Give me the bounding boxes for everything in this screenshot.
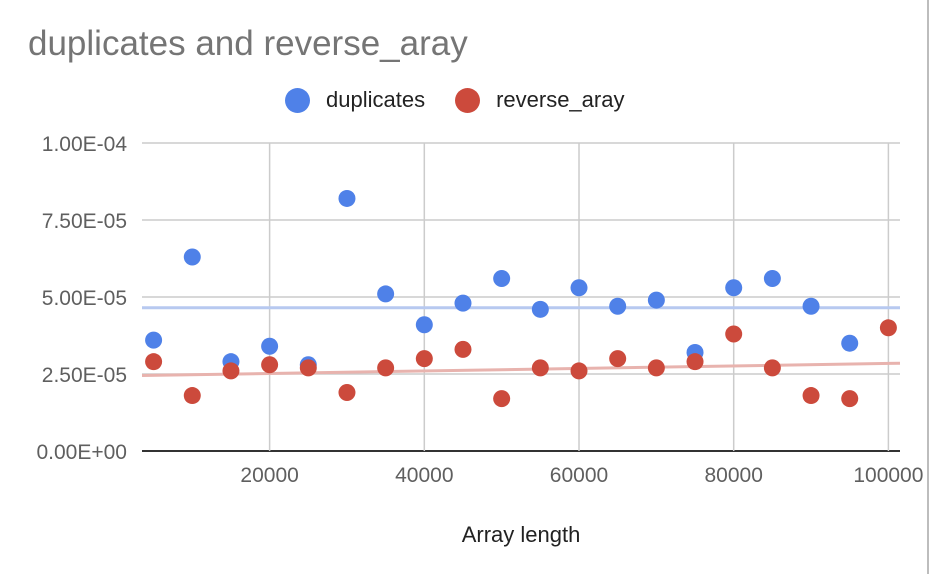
data-point-duplicates[interactable]: [454, 294, 472, 312]
x-tick-label: 80000: [705, 464, 763, 487]
x-tick-label: 40000: [395, 464, 453, 487]
data-point-duplicates[interactable]: [802, 297, 820, 315]
data-point-reverse-aray[interactable]: [222, 362, 240, 380]
data-point-duplicates[interactable]: [609, 297, 627, 315]
data-point-reverse-aray[interactable]: [377, 359, 395, 377]
data-point-reverse-aray[interactable]: [686, 353, 704, 371]
data-point-reverse-aray[interactable]: [841, 390, 859, 408]
legend-item-reverse-aray[interactable]: reverse_aray: [455, 87, 624, 113]
data-point-duplicates[interactable]: [841, 334, 859, 352]
x-tick-label: 20000: [240, 464, 298, 487]
legend-marker-duplicates: [285, 87, 310, 113]
legend-item-duplicates[interactable]: duplicates: [285, 87, 425, 113]
y-tick-label: 7.50E-05: [42, 210, 127, 233]
data-point-duplicates[interactable]: [531, 300, 549, 318]
data-point-reverse-aray[interactable]: [609, 350, 627, 368]
legend-label-reverse-aray: reverse_aray: [496, 87, 625, 112]
x-axis-title: Array length: [462, 522, 581, 547]
panel-divider: [927, 0, 929, 574]
data-point-reverse-aray[interactable]: [183, 387, 201, 405]
data-point-duplicates[interactable]: [261, 337, 279, 355]
y-tick-label: 0.00E+00: [36, 441, 127, 464]
data-point-reverse-aray[interactable]: [261, 356, 279, 374]
data-point-reverse-aray[interactable]: [145, 353, 163, 371]
x-tick-label: 60000: [550, 464, 608, 487]
data-point-duplicates[interactable]: [183, 248, 201, 266]
legend-marker-reverse-aray: [455, 87, 481, 113]
data-point-reverse-aray[interactable]: [493, 390, 511, 408]
data-point-reverse-aray[interactable]: [647, 359, 665, 377]
data-point-reverse-aray[interactable]: [879, 319, 897, 337]
y-tick-label: 2.50E-05: [42, 364, 127, 387]
x-tick-label: 100000: [853, 464, 923, 487]
data-point-duplicates[interactable]: [763, 270, 781, 288]
legend-label-duplicates: duplicates: [326, 87, 426, 112]
data-point-duplicates[interactable]: [415, 316, 433, 334]
data-point-reverse-aray[interactable]: [802, 387, 820, 405]
data-point-reverse-aray[interactable]: [725, 325, 743, 343]
data-point-duplicates[interactable]: [145, 331, 163, 349]
data-point-reverse-aray[interactable]: [299, 359, 317, 377]
data-point-reverse-aray[interactable]: [531, 359, 549, 377]
y-tick-label: 5.00E-05: [42, 287, 127, 310]
data-point-duplicates[interactable]: [647, 291, 665, 309]
data-point-duplicates[interactable]: [377, 285, 395, 303]
chart-legend: duplicates reverse_aray: [285, 84, 654, 116]
data-point-duplicates[interactable]: [570, 279, 588, 297]
data-point-duplicates[interactable]: [493, 270, 511, 288]
data-point-reverse-aray[interactable]: [570, 362, 588, 380]
data-point-duplicates[interactable]: [338, 189, 356, 207]
y-tick-label: 1.00E-04: [42, 133, 128, 156]
data-point-reverse-aray[interactable]: [338, 383, 356, 401]
chart-title: duplicates and reverse_aray: [28, 24, 468, 63]
data-point-reverse-aray[interactable]: [763, 359, 781, 377]
data-point-duplicates[interactable]: [725, 279, 743, 297]
data-point-reverse-aray[interactable]: [454, 340, 472, 358]
data-point-reverse-aray[interactable]: [415, 350, 433, 368]
